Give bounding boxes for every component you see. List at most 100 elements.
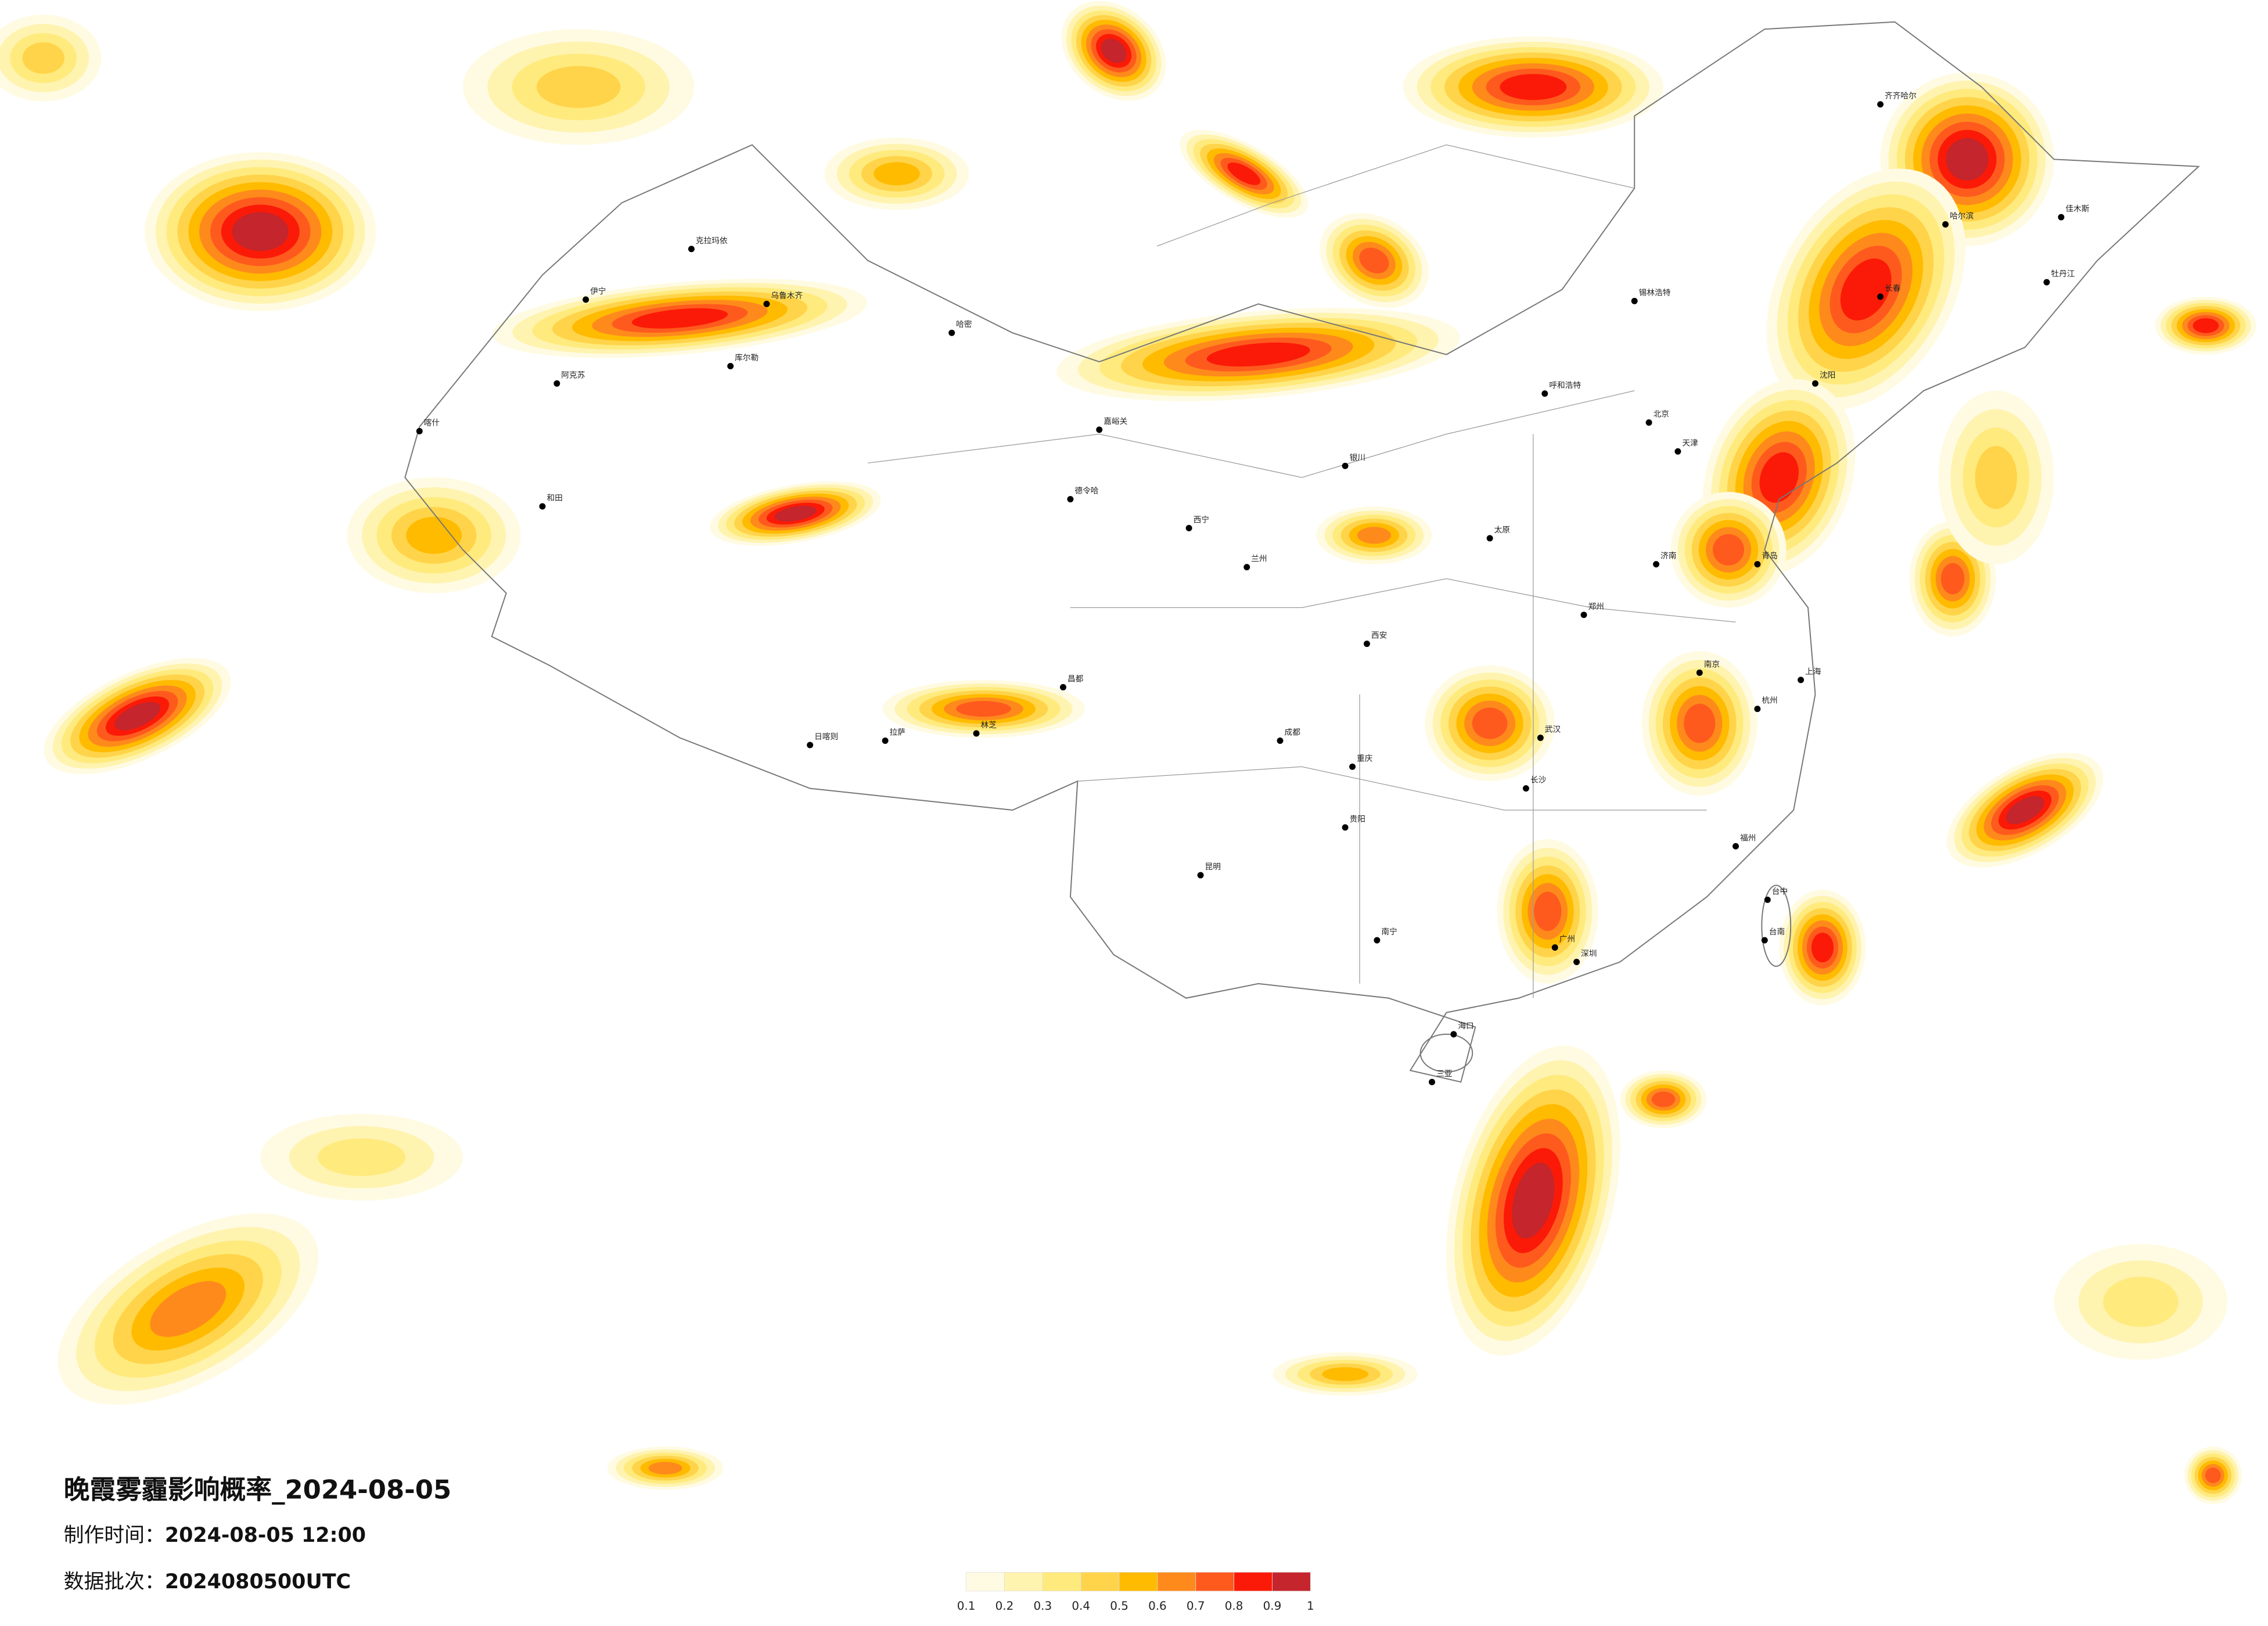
city-label: 拉萨	[890, 728, 905, 738]
haze-area	[774, 505, 817, 522]
legend-tick-label: 0.4	[1072, 1599, 1090, 1613]
info-line: 数据批次：2024080500UTC	[64, 1570, 351, 1593]
city-dot	[1812, 380, 1818, 387]
city-dot	[1580, 611, 1587, 618]
city-dot	[1185, 524, 1192, 531]
city-dot	[763, 300, 770, 307]
haze-area	[956, 701, 1011, 717]
city-dot	[1696, 669, 1703, 676]
city-dot	[1551, 944, 1558, 951]
province-border	[868, 144, 1736, 998]
city-label: 伊宁	[590, 286, 606, 296]
city-dot	[2043, 279, 2050, 286]
city-label: 昆明	[1205, 862, 1221, 872]
haze-area	[232, 212, 289, 251]
city-label: 太原	[1494, 526, 1510, 535]
legend-swatch	[1119, 1572, 1158, 1592]
city-label: 呼和浩特	[1549, 381, 1581, 390]
legend-tick-label: 1	[1307, 1599, 1314, 1613]
city-label: 成都	[1285, 728, 1301, 738]
map-title: 晚霞雾霾影响概率_2024-08-05	[64, 1474, 452, 1505]
city-dot	[553, 380, 560, 387]
city-label: 日喀则	[814, 732, 838, 742]
city-label: 德令哈	[1074, 487, 1098, 496]
city-label: 南宁	[1381, 927, 1397, 937]
haze-area	[1357, 527, 1391, 544]
city-label: 牡丹江	[2051, 269, 2075, 279]
legend-tick-label: 0.1	[957, 1599, 976, 1613]
city-dot	[1798, 677, 1805, 684]
city-label: 长沙	[1530, 776, 1547, 785]
haze-area	[874, 162, 920, 186]
city-dot	[1197, 872, 1204, 879]
city-label: 克拉玛依	[696, 236, 728, 246]
haze-area	[114, 702, 160, 731]
legend-tick-label: 0.6	[1148, 1599, 1167, 1613]
haze-area	[2192, 318, 2219, 333]
haze-area	[1840, 258, 1892, 321]
city-label: 乌鲁木齐	[771, 291, 803, 300]
city-dot	[1674, 448, 1681, 455]
city-dot	[1764, 896, 1771, 903]
city-label: 银川	[1350, 453, 1365, 462]
haze-area	[648, 1462, 682, 1475]
city-label: 佳木斯	[2065, 204, 2089, 214]
city-dot	[1754, 706, 1761, 713]
legend-tick-label: 0.5	[1110, 1599, 1128, 1613]
city-dot	[1573, 959, 1580, 965]
haze-area	[1500, 74, 1567, 100]
city-label: 和田	[547, 494, 562, 503]
city-label: 三亚	[1436, 1069, 1453, 1078]
haze-area	[1713, 534, 1745, 566]
haze-area	[631, 308, 728, 329]
island-border	[1761, 884, 1792, 967]
haze-area	[1472, 707, 1508, 739]
haze-area	[1322, 1367, 1368, 1382]
haze-area	[1946, 138, 1989, 181]
city-label: 杭州	[1762, 696, 1777, 706]
city-label: 广州	[1559, 935, 1575, 944]
city-label: 台中	[1772, 887, 1788, 896]
city-dot	[1653, 561, 1660, 568]
info-label: 数据批次：	[64, 1570, 165, 1593]
city-dot	[1342, 824, 1349, 831]
city-dot	[1754, 561, 1761, 568]
city-label: 青岛	[1762, 552, 1777, 561]
legend-swatch	[1234, 1572, 1273, 1592]
country-border	[404, 21, 2200, 1083]
city-dot	[1374, 937, 1381, 944]
city-dot	[2058, 214, 2065, 221]
info-line: 制作时间：2024-08-05 12:00	[64, 1524, 366, 1547]
colorbar: 0.1 0.2 0.3 0.4 0.5 0.6 0.7 0.8 0.9 1	[957, 1572, 1314, 1613]
city-label: 长春	[1885, 284, 1901, 293]
haze-area	[406, 516, 462, 554]
haze-area	[1206, 342, 1310, 367]
city-label: 昌都	[1067, 674, 1084, 684]
city-label: 武汉	[1545, 725, 1561, 735]
haze-area	[2205, 1467, 2221, 1484]
haze-area	[150, 1281, 227, 1337]
haze-area	[1975, 446, 2017, 509]
info-value: 2024-08-05 12:00	[165, 1524, 366, 1547]
haze-area	[1811, 933, 1834, 963]
city-dot	[1243, 564, 1250, 571]
haze-area	[1684, 703, 1716, 743]
city-label: 郑州	[1588, 602, 1604, 611]
city-dot	[948, 329, 955, 336]
city-label: 兰州	[1251, 555, 1267, 564]
city-dot	[1942, 221, 1949, 228]
city-label: 齐齐哈尔	[1885, 92, 1917, 101]
haze-area	[1759, 452, 1799, 503]
legend-tick-label: 0.3	[1033, 1599, 1052, 1613]
legend-tick-label: 0.8	[1225, 1599, 1243, 1613]
city-dot	[583, 296, 590, 303]
city-dot	[973, 730, 980, 737]
legend-swatch	[1272, 1572, 1311, 1592]
city-dot	[1342, 462, 1349, 469]
city-dot	[1059, 684, 1066, 690]
city-label: 福州	[1740, 833, 1756, 843]
